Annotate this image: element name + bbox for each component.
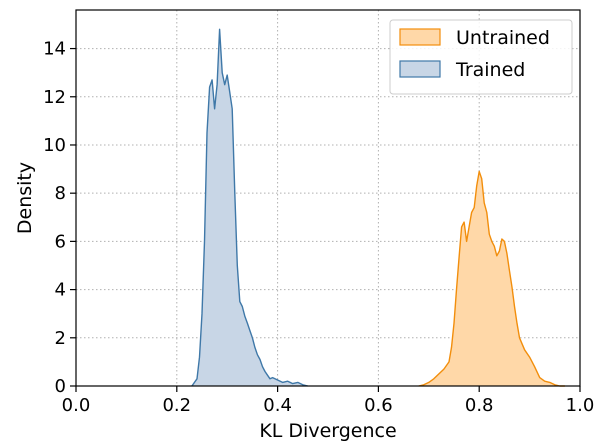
y-tick-label: 10 bbox=[43, 135, 66, 156]
y-tick-label: 4 bbox=[55, 280, 66, 301]
y-tick-label: 14 bbox=[43, 39, 66, 60]
y-tick-label: 2 bbox=[55, 328, 66, 349]
y-tick-label: 8 bbox=[55, 183, 66, 204]
y-tick-label: 12 bbox=[43, 87, 66, 108]
x-tick-label: 0.6 bbox=[364, 395, 393, 416]
x-tick-label: 1.0 bbox=[566, 395, 595, 416]
series-areas bbox=[191, 28, 565, 387]
y-tick-label: 6 bbox=[55, 231, 66, 252]
x-tick-label: 0.2 bbox=[162, 395, 191, 416]
x-tick-label: 0.0 bbox=[62, 395, 91, 416]
trained-area bbox=[191, 29, 308, 387]
plot-frame bbox=[75, 9, 581, 387]
legend: Untrained Trained bbox=[389, 19, 573, 95]
untrained-line bbox=[418, 170, 565, 387]
y-tick-label: 0 bbox=[55, 376, 66, 397]
y-axis-label: Density bbox=[14, 162, 36, 234]
legend-label-trained: Trained bbox=[455, 59, 525, 81]
legend-label-untrained: Untrained bbox=[456, 27, 550, 49]
legend-swatch-untrained bbox=[399, 28, 441, 46]
legend-swatch-trained bbox=[399, 60, 441, 78]
x-tick-label: 0.8 bbox=[465, 395, 494, 416]
x-axis-label: KL Divergence bbox=[259, 420, 396, 442]
x-tick-label: 0.4 bbox=[263, 395, 292, 416]
untrained-area bbox=[418, 171, 565, 386]
trained-line bbox=[191, 28, 308, 387]
axis-ticks: 0.0 0.2 0.4 0.6 0.8 1.0 0 2 4 6 8 10 12 14 bbox=[43, 39, 594, 416]
